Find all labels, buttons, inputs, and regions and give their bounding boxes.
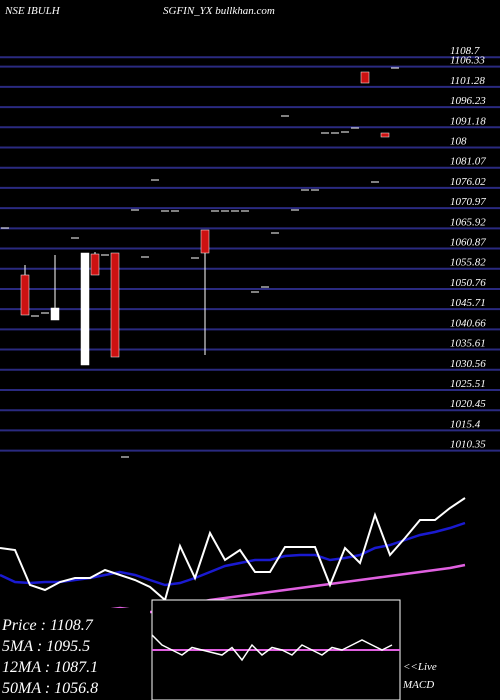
y-tick-label: 1108.7 <box>450 45 480 57</box>
y-tick-label: 1050.76 <box>450 277 486 289</box>
y-tick-label: 1091.18 <box>450 115 486 127</box>
y-tick-label: 1020.45 <box>450 398 486 410</box>
candle-body <box>110 252 120 358</box>
y-tick-label: 1010.35 <box>450 439 486 451</box>
y-tick-label: 1101.28 <box>450 75 485 87</box>
legend-entry: 5MA : 1095.5 <box>2 638 90 655</box>
y-tick-label: 108 <box>450 136 467 148</box>
y-tick-label: 1096.23 <box>450 95 486 107</box>
y-tick-label: 1106.33 <box>450 55 485 67</box>
legend-entry: 50MA : 1056.8 <box>2 680 98 697</box>
chart-title: NSE IBULH <box>4 5 61 17</box>
candle-body <box>200 229 210 254</box>
y-tick-label: 1081.07 <box>450 156 486 168</box>
y-tick-label: 1055.82 <box>450 257 486 269</box>
macd-line <box>151 634 393 662</box>
y-tick-label: 1070.97 <box>450 196 486 208</box>
candle-body <box>360 71 370 84</box>
y-tick-label: 1025.51 <box>450 378 486 390</box>
y-tick-label: 1030.56 <box>450 358 486 370</box>
legend-box <box>0 608 150 700</box>
y-tick-label: 1015.4 <box>450 418 481 430</box>
chart-subtitle: SGFIN_YX bullkhan.com <box>163 5 275 17</box>
price-line <box>0 497 466 602</box>
candle-body <box>90 253 100 276</box>
macd-label: MACD <box>402 679 434 691</box>
candle-body <box>20 274 30 316</box>
candle-body <box>380 132 390 138</box>
candle-body <box>80 252 90 366</box>
y-tick-label: 1060.87 <box>450 237 486 249</box>
candle-body <box>50 307 60 321</box>
y-tick-label: 1035.61 <box>450 338 486 350</box>
y-tick-label: 1040.66 <box>450 317 486 329</box>
macd-live-label: <<Live <box>403 661 437 673</box>
legend-entry: Price : 1108.7 <box>1 617 94 634</box>
y-tick-label: 1076.02 <box>450 176 486 188</box>
y-tick-label: 1065.92 <box>450 216 486 228</box>
y-tick-label: 1045.71 <box>450 297 486 309</box>
legend-entry: 12MA : 1087.1 <box>2 659 98 676</box>
